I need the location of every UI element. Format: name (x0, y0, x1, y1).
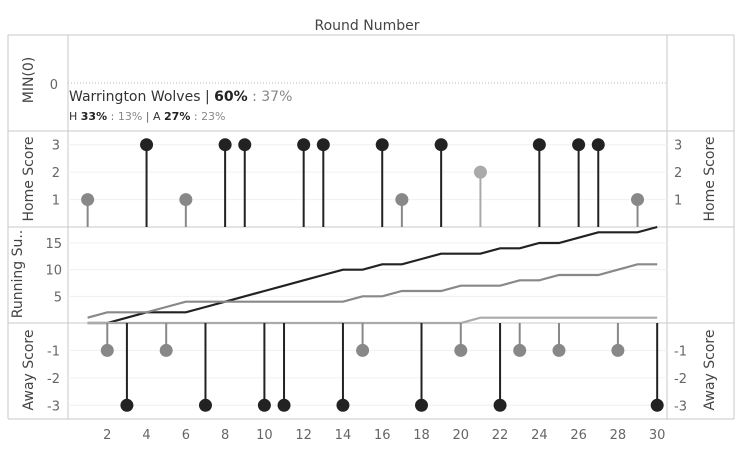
x-axis-ticks: 2 4 6 8 10 12 14 16 18 20 22 24 26 28 30 (103, 428, 665, 443)
home-score-title-right: Home Score (702, 136, 718, 221)
home-sep: : (107, 110, 118, 123)
running-sum-lines (87, 225, 658, 325)
running-y-ticks: 5 10 15 (45, 237, 62, 305)
x-tick-label: 2 (103, 428, 111, 443)
split-divider: | (142, 110, 153, 123)
away-score-title-left: Away Score (21, 330, 37, 411)
away-tick-label-right: -2 (674, 372, 687, 387)
home-loss-pct: 13% (118, 110, 142, 123)
home-score-lollipops (81, 138, 645, 227)
running-tick-label: 5 (54, 290, 62, 305)
home-gridlines (68, 144, 667, 201)
home-point (434, 138, 448, 152)
home-y-ticks: 1 1 2 2 3 3 (52, 139, 683, 209)
home-point (631, 193, 645, 207)
home-point (218, 138, 232, 152)
away-point (120, 398, 134, 412)
x-tick-label: 28 (610, 428, 627, 443)
home-point (591, 138, 605, 152)
home-point (375, 138, 389, 152)
team-summary: Warrington Wolves | 60% : 37% (69, 89, 292, 105)
home-point (297, 138, 311, 152)
away-point (100, 343, 114, 357)
split-summary: H 33% : 13% | A 27% : 23% (69, 110, 226, 123)
min-tick-0: 0 (50, 78, 58, 93)
x-tick-label: 16 (374, 428, 391, 443)
away-point (513, 343, 527, 357)
running-tick-label: 15 (45, 237, 62, 252)
x-tick-label: 10 (256, 428, 273, 443)
x-tick-label: 4 (142, 428, 150, 443)
away-point (552, 343, 566, 357)
x-tick-label: 22 (492, 428, 509, 443)
running-sum-title: Running Su.. (10, 230, 26, 318)
home-tick-label: 3 (52, 139, 60, 154)
away-gridlines (68, 349, 667, 406)
away-tick-label-right: -3 (674, 399, 687, 414)
team-loss-pct: 37% (261, 89, 292, 105)
running-line-draw (87, 316, 658, 325)
home-point (395, 193, 409, 207)
home-label: H (69, 110, 81, 123)
home-point (532, 138, 546, 152)
away-y-ticks: -1 -1 -2 -2 -3 -3 (47, 344, 687, 414)
home-win-pct: 33% (81, 110, 107, 123)
home-score-title-left: Home Score (21, 136, 37, 221)
away-tick-label: -2 (47, 372, 60, 387)
home-point (179, 193, 193, 207)
running-line-loss (87, 263, 658, 319)
x-tick-label: 24 (531, 428, 548, 443)
home-tick-label: 1 (52, 194, 60, 209)
away-label: A (153, 110, 164, 123)
x-tick-label: 18 (413, 428, 430, 443)
away-tick-label: -1 (47, 344, 60, 359)
team-win-pct: 60% (214, 89, 248, 105)
running-line-win (87, 225, 658, 325)
x-tick-label: 6 (182, 428, 190, 443)
x-tick-label: 8 (221, 428, 229, 443)
away-point (493, 398, 507, 412)
running-tick-label: 10 (45, 264, 62, 279)
away-point (159, 343, 173, 357)
away-score-title-right: Away Score (702, 330, 718, 411)
away-point (650, 398, 664, 412)
home-point (140, 138, 154, 152)
home-point (473, 165, 487, 179)
away-score-lollipops (100, 323, 664, 412)
home-point (81, 193, 95, 207)
home-tick-label: 2 (52, 166, 60, 181)
x-tick-label: 20 (453, 428, 470, 443)
away-point (257, 398, 271, 412)
min-axis-title: MIN(0) (21, 57, 37, 104)
home-point (572, 138, 586, 152)
home-point (316, 138, 330, 152)
away-loss-pct: 23% (201, 110, 225, 123)
home-tick-label-right: 2 (674, 166, 682, 181)
x-tick-label: 26 (570, 428, 587, 443)
home-tick-label-right: 3 (674, 139, 682, 154)
away-point (356, 343, 370, 357)
away-point (336, 398, 350, 412)
x-tick-label: 30 (649, 428, 666, 443)
home-tick-label-right: 1 (674, 194, 682, 209)
home-point (238, 138, 252, 152)
x-tick-label: 14 (335, 428, 352, 443)
away-point (277, 398, 291, 412)
x-tick-label: 12 (295, 428, 312, 443)
away-point (415, 398, 429, 412)
team-name: Warrington Wolves | (69, 89, 214, 105)
running-gridlines (68, 242, 667, 297)
away-win-pct: 27% (164, 110, 190, 123)
away-point (611, 343, 625, 357)
top-axis-title: Round Number (315, 18, 420, 34)
away-point (198, 398, 212, 412)
away-point (454, 343, 468, 357)
team-sep: : (248, 89, 262, 105)
away-tick-label-right: -1 (674, 344, 687, 359)
away-tick-label: -3 (47, 399, 60, 414)
away-sep: : (190, 110, 201, 123)
